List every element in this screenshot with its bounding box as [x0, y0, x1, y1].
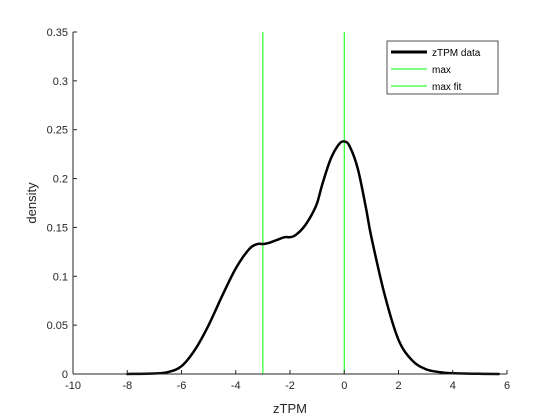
y-tick-label: 0.05 [47, 320, 68, 332]
y-tick-label: 0.1 [53, 271, 68, 283]
x-tick-label: -2 [285, 380, 295, 392]
reference-lines [262, 32, 345, 374]
y-axis-label: density [24, 182, 39, 224]
legend-label-ztpm-data: zTPM data [432, 48, 481, 59]
y-tick-label: 0.2 [53, 174, 68, 186]
legend: zTPM data max max fit [386, 40, 499, 95]
y-tick-label: 0.35 [47, 27, 68, 39]
legend-box [386, 40, 499, 95]
x-axis-label: zTPM [273, 401, 307, 416]
x-tick-label: -4 [231, 380, 241, 392]
density-curve-layer [126, 140, 501, 376]
y-tick-label: 0.15 [47, 222, 68, 234]
legend-label-max: max [432, 65, 451, 76]
x-tick-label: 0 [341, 380, 347, 392]
y-ticks: 0 0.05 0.1 0.15 0.2 0.25 0.3 0.35 [47, 27, 77, 381]
x-tick-label: -6 [177, 380, 187, 392]
y-tick-label: 0.25 [47, 125, 68, 137]
x-tick-label: 6 [504, 380, 510, 392]
x-ticks: -10 -8 -6 -4 -2 0 2 4 6 [65, 370, 510, 392]
y-tick-label: 0.3 [53, 76, 68, 88]
x-tick-label: 2 [395, 380, 401, 392]
y-tick-label: 0 [62, 369, 68, 381]
legend-label-max-fit: max fit [432, 82, 462, 93]
x-tick-label: -8 [122, 380, 132, 392]
x-tick-label: 4 [450, 380, 456, 392]
series-line-ztpm-data [126, 140, 501, 376]
x-tick-label: -10 [65, 380, 81, 392]
